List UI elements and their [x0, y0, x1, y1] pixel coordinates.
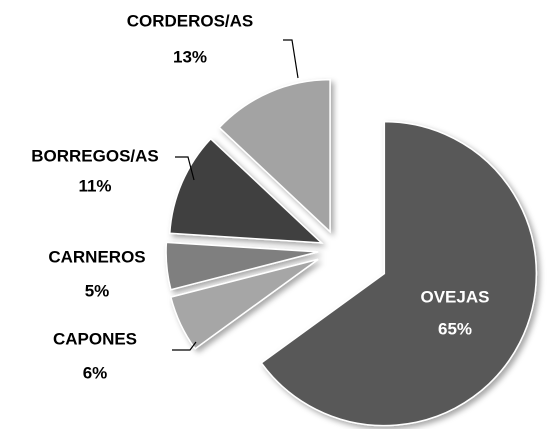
pie-slice	[260, 120, 538, 427]
pie-slice	[169, 258, 319, 350]
slice-label: CAPONES	[53, 329, 137, 348]
slices	[165, 78, 538, 427]
slice-value-label: 13%	[173, 47, 207, 66]
pie-slice	[168, 137, 324, 244]
leader-line	[172, 341, 197, 351]
leader-line	[283, 39, 299, 79]
slice-label: OVEJAS	[421, 287, 490, 306]
slice-value-label: 65%	[438, 319, 472, 338]
pie-slice	[165, 241, 319, 291]
leader-line	[175, 156, 195, 181]
slice-label: CORDEROS/AS	[127, 11, 254, 30]
pie-slice	[218, 78, 331, 234]
slice-label: CARNEROS	[48, 247, 145, 266]
slice-label: BORREGOS/AS	[31, 146, 159, 165]
slice-value-label: 5%	[85, 281, 110, 300]
slice-value-label: 6%	[83, 363, 108, 382]
leader-lines	[172, 39, 299, 351]
slice-value-label: 11%	[78, 176, 111, 195]
